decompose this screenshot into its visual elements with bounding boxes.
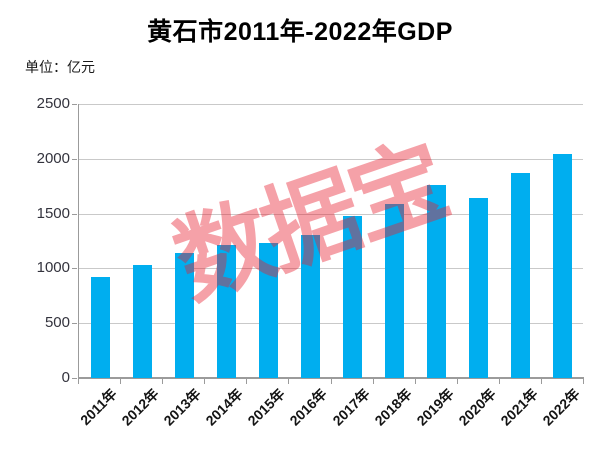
y-axis-label-1000: 1000 [36,259,70,277]
y-tick-mark [72,323,77,325]
gridline-2000 [79,158,583,160]
x-tick-mark [540,378,542,384]
y-axis-label-2500: 2500 [36,95,70,112]
x-tick-mark [498,378,500,384]
x-tick-mark [456,378,458,384]
y-axis-label-0: 0 [61,369,70,386]
plot-area [78,104,584,379]
y-tick-mark [72,213,77,215]
x-tick-mark [414,378,416,384]
bar-2013年 [174,253,194,378]
bar-2011年 [90,277,110,378]
y-tick-mark [72,104,77,105]
bar-2022年 [553,154,573,378]
bar-2016年 [300,234,320,378]
bar-2015年 [258,243,278,378]
x-tick-mark [288,378,290,384]
bar-2020年 [469,198,489,378]
gridline-1000 [79,268,583,270]
x-tick-mark [120,378,122,384]
y-tick-mark [72,378,77,379]
x-tick-mark [330,378,332,384]
bar-2018年 [385,204,405,378]
unit-label: 单位：亿元 [25,59,95,75]
x-tick-mark [583,378,584,384]
x-tick-mark [204,378,206,384]
bar-2019年 [427,184,447,378]
gridline-2500 [79,104,583,105]
y-axis-label-1500: 1500 [36,204,70,222]
gridline-1500 [79,213,583,215]
y-axis-label-500: 500 [44,314,70,332]
y-axis-label-2000: 2000 [36,149,70,167]
bar-2021年 [511,173,531,378]
y-tick-mark [72,158,77,160]
bar-2014年 [216,244,236,378]
x-tick-mark [246,378,248,384]
x-tick-mark [78,378,79,384]
x-tick-mark [372,378,374,384]
x-tick-mark [162,378,164,384]
bar-2017年 [343,215,363,378]
y-tick-mark [72,268,77,270]
gridline-500 [79,323,583,325]
bar-2012年 [132,264,152,378]
chart-title: 黄石市2011年-2022年GDP [147,18,453,46]
